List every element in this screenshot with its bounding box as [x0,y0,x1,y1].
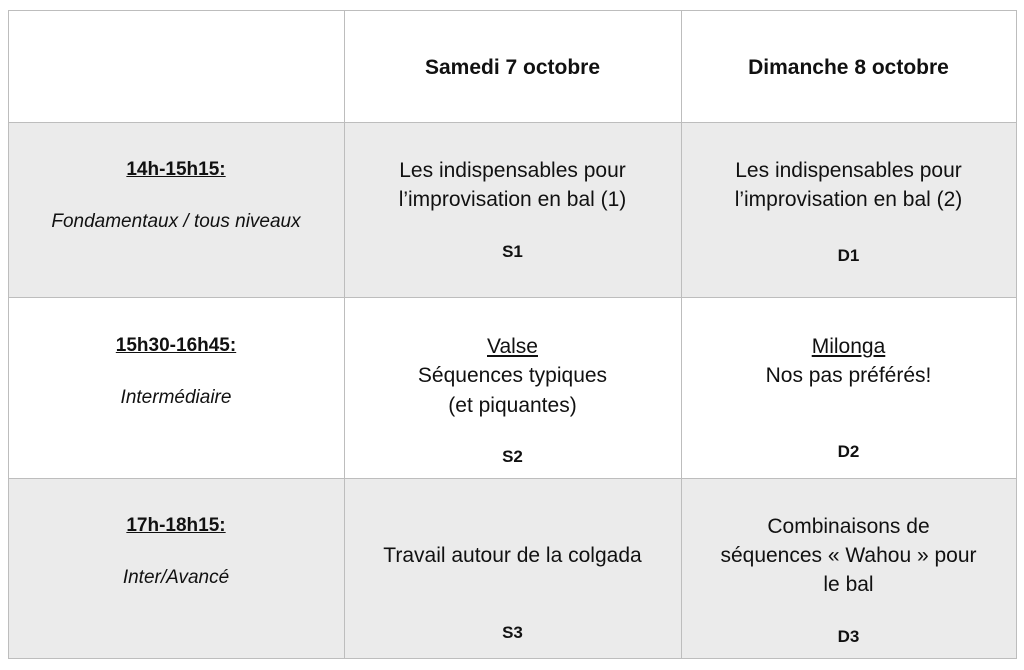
time-slot: 15h30-16h45: [115,335,237,356]
session-heading-text: Milonga [811,335,886,358]
session-line: l’improvisation en bal (1) [398,188,627,211]
session-code: S2 [502,447,523,466]
session-heading: Milonga [681,332,1016,362]
rule [8,658,1017,659]
rule [681,10,682,659]
row-shade [8,478,1016,658]
level: Inter/Avancé [122,567,230,588]
session-line: séquences « Wahou » pour [720,544,977,567]
time-slot: 14h-15h15: [126,159,226,180]
session-heading: Valse [344,332,681,362]
rule [8,297,1017,298]
row-shade [8,122,1016,297]
column-header: Dimanche 8 octobre [748,56,949,79]
session-line: Combinaisons de [767,515,930,538]
session-line: Séquences typiques [417,364,608,387]
level: Fondamentaux / tous niveaux [51,211,301,232]
rule [344,10,345,659]
session-line: (et piquantes) [448,394,577,417]
rule [8,122,1017,123]
session-code: D2 [837,442,860,461]
session-line: Travail autour de la colgada [383,544,642,567]
session-code: S1 [502,242,523,261]
time-slot: 17h-18h15: [126,515,226,536]
session-line: Nos pas préférés! [765,364,932,387]
session-code: D1 [837,246,860,265]
session-heading-text: Valse [487,335,538,358]
session-line: Les indispensables pour [735,159,962,182]
rule [8,478,1017,479]
session-code: D3 [837,627,860,646]
column-header: Samedi 7 octobre [424,56,601,79]
session-code: S3 [502,623,523,642]
session-line: l’improvisation en bal (2) [734,188,963,211]
rule [8,10,1017,11]
level: Intermédiaire [120,387,232,408]
session-line: Les indispensables pour [399,159,626,182]
rule [1016,10,1017,659]
rule [8,10,9,659]
session-line: le bal [823,573,874,596]
